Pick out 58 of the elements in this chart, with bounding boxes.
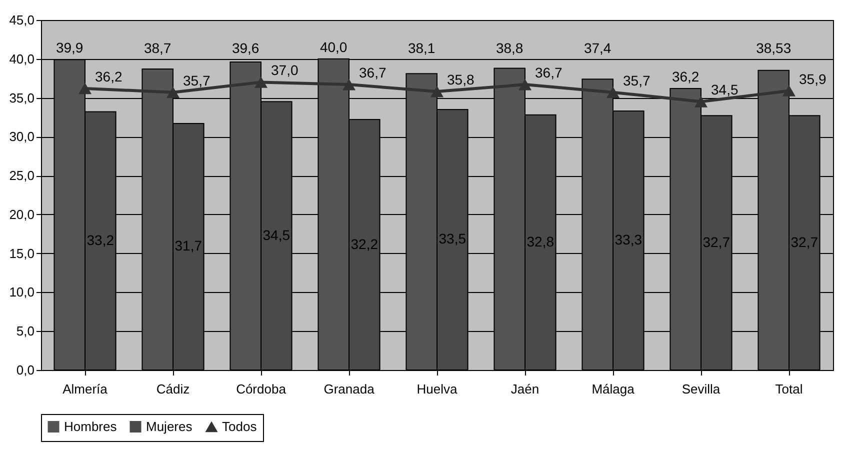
x-tick-label: Huelva: [416, 382, 458, 396]
y-tick-label: 15,0: [9, 246, 34, 261]
y-tick-label: 5,0: [16, 324, 34, 339]
data-label: 35,7: [183, 72, 210, 88]
data-label: 32,7: [702, 234, 730, 250]
x-tick-label: Sevilla: [682, 382, 721, 396]
data-label: 38,7: [144, 40, 172, 56]
data-label: 32,8: [526, 233, 554, 250]
data-label: 39,9: [56, 40, 84, 56]
legend-label: Hombres: [64, 418, 118, 434]
y-tick-label: 45,0: [9, 12, 34, 28]
point: [430, 86, 444, 98]
data-label: 38,53: [756, 40, 792, 56]
data-label: 35,9: [799, 70, 826, 87]
point: [78, 82, 92, 94]
data-label: 37,0: [271, 62, 298, 78]
data-label: 39,6: [232, 40, 260, 56]
data-label: 34,5: [711, 82, 738, 98]
point: [782, 85, 796, 96]
y-tick-label: 35,0: [9, 90, 34, 106]
x-tick-label: Granada: [324, 382, 376, 396]
legend-label: Mujeres: [146, 418, 193, 434]
legend-label: Todos: [222, 419, 258, 434]
y-tick-label: 30,0: [9, 129, 34, 144]
data-label: 40,0: [320, 38, 348, 55]
data-label: 35,7: [623, 72, 650, 88]
data-label: 38,8: [496, 40, 524, 56]
y-tick-label: 40,0: [9, 51, 34, 66]
x-tick-label: Jaén: [510, 382, 540, 396]
point: [518, 78, 532, 90]
x-tick-label: Cádiz: [156, 382, 190, 396]
y-tick-label: 0,0: [16, 362, 34, 378]
point: [342, 78, 356, 90]
data-label: 32,7: [790, 234, 818, 250]
data-label: 36,2: [95, 68, 122, 84]
data-label: 34,5: [262, 226, 290, 243]
data-label: 36,7: [535, 64, 562, 81]
x-tick-label: Almería: [62, 382, 108, 396]
data-label: 38,1: [408, 40, 436, 56]
point: [694, 96, 708, 108]
data-label: 31,7: [174, 238, 202, 254]
data-label: 33,3: [614, 232, 642, 248]
x-tick-label: Total: [775, 382, 803, 396]
data-label: 36,2: [672, 68, 700, 84]
point: [606, 86, 620, 98]
data-label: 35,8: [447, 72, 474, 88]
y-tick-label: 25,0: [9, 168, 34, 184]
x-tick-label: Córdoba: [236, 382, 287, 396]
y-tick-label: 10,0: [9, 284, 34, 300]
data-label: 33,2: [86, 232, 114, 248]
y-tick-label: 20,0: [9, 206, 34, 222]
data-label: 32,2: [350, 236, 378, 252]
data-label: 37,4: [584, 40, 612, 56]
point: [166, 86, 180, 98]
data-label: 33,5: [438, 230, 466, 247]
point: [254, 76, 268, 88]
data-label: 36,7: [359, 64, 386, 81]
x-tick-label: Málaga: [592, 382, 636, 396]
